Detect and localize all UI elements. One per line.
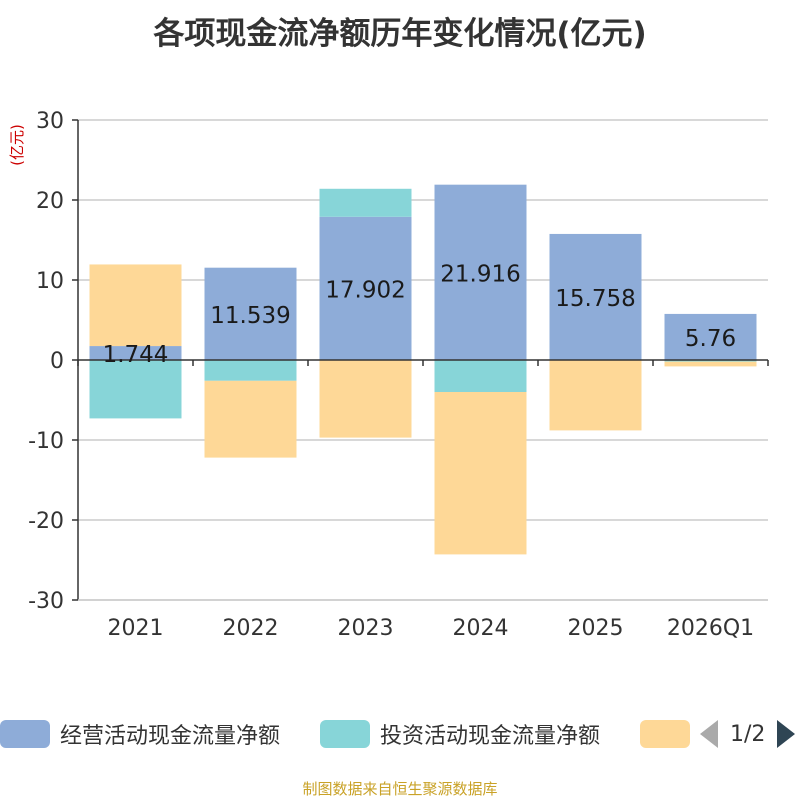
data-labels: 1.744 11.539 17.902 21.916 15.758 5.76: [103, 261, 737, 368]
bar-2-2023[interactable]: [319, 360, 412, 438]
data-label: 11.539: [210, 303, 290, 329]
legend-pager: 1/2: [700, 716, 796, 752]
legend-label-investing: 投资活动现金流量净额: [380, 724, 601, 749]
bar-0-2021[interactable]: [89, 346, 182, 360]
y-tick-label: 0: [50, 349, 64, 374]
legend-swatch-financing: [640, 720, 690, 748]
bar-0-2024[interactable]: [434, 184, 527, 360]
y-tick-label: -10: [28, 429, 64, 454]
data-source: 制图数据来自恒生聚源数据库: [302, 780, 498, 798]
y-tick-label: -30: [28, 589, 64, 614]
bar-1-2026Q1[interactable]: [664, 360, 757, 362]
y-tick-label: 20: [36, 189, 64, 214]
x-tick-label: 2026Q1: [667, 616, 754, 641]
bar-2-2025[interactable]: [549, 360, 642, 431]
legend-swatch-operating: [0, 720, 50, 748]
bar-0-2023[interactable]: [319, 216, 412, 360]
bar-1-2023[interactable]: [319, 188, 412, 217]
bar-2-2021[interactable]: [89, 264, 182, 347]
bar-2-2026Q1[interactable]: [664, 361, 757, 367]
y-tick-label: -20: [28, 509, 64, 534]
bar-0-2026Q1[interactable]: [664, 313, 757, 360]
legend-item-financing[interactable]: [640, 716, 690, 752]
bar-1-2022[interactable]: [204, 360, 297, 381]
bar-2-2024[interactable]: [434, 392, 527, 555]
data-label: 15.758: [555, 286, 635, 312]
legend-label-operating: 经营活动现金流量净额: [60, 724, 281, 749]
grid-lines: 30 20 10 0 -10 -20 -30: [28, 109, 768, 614]
legend-next-icon[interactable]: [777, 720, 796, 748]
legend-swatch-investing: [320, 720, 370, 748]
y-tick-label: 30: [36, 109, 64, 134]
data-label: 21.916: [440, 261, 520, 287]
bar-1-2021[interactable]: [89, 360, 182, 419]
data-label: 17.902: [325, 277, 405, 303]
bar-2-2022[interactable]: [204, 380, 297, 458]
legend-item-operating[interactable]: 经营活动现金流量净额: [0, 716, 280, 752]
bar-0-2025[interactable]: [549, 233, 642, 360]
axes: 2021 2022 2023 2024 2025 2026Q1: [77, 120, 769, 641]
y-tick-label: 10: [36, 269, 64, 294]
data-label: 5.76: [685, 326, 736, 352]
x-tick-label: 2024: [453, 616, 509, 641]
chart-title: 各项现金流净额历年变化情况(亿元): [153, 16, 647, 52]
legend-item-investing[interactable]: 投资活动现金流量净额: [320, 716, 600, 752]
y-axis-label: (亿元): [8, 124, 26, 166]
x-tick-label: 2022: [223, 616, 279, 641]
data-label: 1.744: [103, 342, 169, 368]
x-tick-label: 2023: [338, 616, 394, 641]
x-tick-label: 2025: [568, 616, 624, 641]
legend-page-indicator: 1/2: [730, 721, 766, 747]
bars: [89, 184, 757, 555]
legend: 经营活动现金流量净额 投资活动现金流量净额 1/2: [0, 716, 800, 756]
bar-0-2022[interactable]: [204, 267, 297, 360]
legend-prev-icon[interactable]: [700, 720, 718, 748]
bar-1-2024[interactable]: [434, 360, 527, 392]
x-tick-label: 2021: [108, 616, 164, 641]
